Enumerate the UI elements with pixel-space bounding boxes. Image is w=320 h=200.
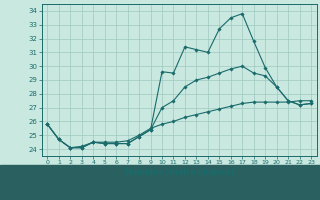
X-axis label: Humidex (Indice chaleur): Humidex (Indice chaleur) [124,168,234,177]
